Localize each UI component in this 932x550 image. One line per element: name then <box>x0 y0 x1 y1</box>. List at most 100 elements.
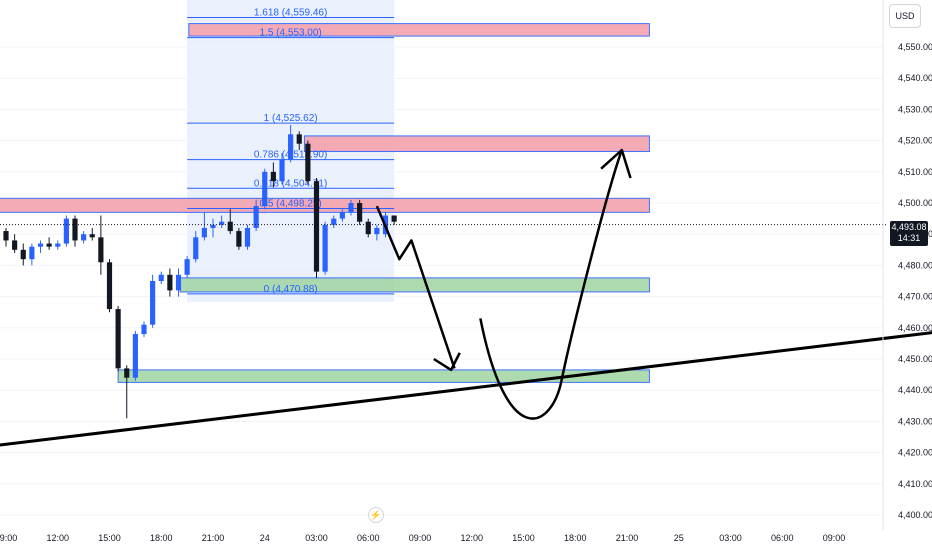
candle-body <box>391 215 397 222</box>
x-tick-label: 06:00 <box>357 533 380 543</box>
candle-body <box>296 134 302 144</box>
x-tick-label: 09:00 <box>409 533 432 543</box>
y-tick-label: 4,460.00 <box>898 323 932 333</box>
arrow-head-up <box>600 148 632 179</box>
x-tick-label: 03:00 <box>719 533 742 543</box>
candle-body <box>244 227 251 247</box>
candle-body <box>219 221 225 225</box>
y-tick-label: 4,510.00 <box>898 167 932 177</box>
candle-body <box>150 281 156 325</box>
support-zone <box>117 369 650 383</box>
lightning-icon[interactable]: ⚡ <box>368 507 384 523</box>
candle-body <box>313 181 320 272</box>
arrow-head-down <box>433 352 461 372</box>
candle-body <box>167 274 173 291</box>
x-tick-label: 25 <box>674 533 684 543</box>
last-price-tag: 4,493.08 14:31 <box>890 221 928 246</box>
projection-up-curve <box>479 149 624 420</box>
support-zone <box>179 277 650 293</box>
candle-body <box>331 218 337 225</box>
candle-body <box>115 309 121 369</box>
candle-body <box>20 249 26 260</box>
y-tick-label: 4,450.00 <box>898 354 932 364</box>
candle-body <box>348 203 354 213</box>
resistance-zone <box>0 197 650 213</box>
candle-body <box>55 243 61 247</box>
fib-level-label: 1.5 (4,553.00) <box>259 28 321 39</box>
x-tick-label: 21:00 <box>202 533 225 543</box>
x-tick-label: 09:00 <box>0 533 17 543</box>
candle-body <box>322 224 328 272</box>
candle-body <box>374 227 380 235</box>
candle-body <box>98 237 104 263</box>
candle-body <box>262 171 268 207</box>
x-tick-label: 15:00 <box>98 533 121 543</box>
fib-level-label: 1.618 (4,559.46) <box>254 7 327 18</box>
candle-body <box>46 243 52 247</box>
bar-countdown: 14:31 <box>897 233 921 243</box>
trendline <box>0 331 932 447</box>
candle-body <box>175 274 182 291</box>
zones <box>0 23 650 383</box>
y-tick-label: 4,500.00 <box>898 198 932 208</box>
fib-level-label: 0 (4,470.88) <box>264 284 318 295</box>
candle-body <box>227 221 233 232</box>
candle-body <box>357 203 363 222</box>
candle-body <box>3 231 9 241</box>
fib-level-label: 1 (4,525.62) <box>264 113 318 124</box>
candle-body <box>210 224 216 228</box>
last-price-value: 4,493.08 <box>891 222 927 232</box>
x-tick-label: 21:00 <box>616 533 639 543</box>
y-tick-label: 4,530.00 <box>898 104 932 114</box>
y-tick-label: 4,430.00 <box>898 416 932 426</box>
candle-body <box>201 227 207 238</box>
fib-level-label: 0.618 (4,504.71) <box>254 178 327 189</box>
candle-body <box>339 212 345 219</box>
candle-body <box>279 159 285 182</box>
candle-body <box>141 324 147 335</box>
y-tick-label: 4,410.00 <box>898 479 932 489</box>
candles <box>3 125 397 419</box>
candle-body <box>89 234 95 238</box>
y-tick-label: 4,550.00 <box>898 42 932 52</box>
candle-body <box>288 134 294 160</box>
x-tick-label: 15:00 <box>512 533 535 543</box>
candle-body <box>106 262 113 310</box>
fib-level-label: 0.5 (4,498.25) <box>259 198 321 209</box>
candle-body <box>12 240 18 250</box>
candle-body <box>253 206 259 228</box>
candle-body <box>193 237 199 260</box>
x-tick-label: 18:00 <box>564 533 587 543</box>
y-tick-label: 4,470.00 <box>898 292 932 302</box>
candle-body <box>72 218 78 241</box>
projection-down-arrow <box>375 205 456 369</box>
drawings[interactable] <box>0 148 932 447</box>
currency-selector[interactable]: USD <box>889 4 921 28</box>
y-tick-label: 4,400.00 <box>898 510 932 520</box>
x-tick-label: 24 <box>260 533 270 543</box>
x-tick-label: 18:00 <box>150 533 173 543</box>
y-tick-label: 4,540.00 <box>898 73 932 83</box>
x-tick-label: 06:00 <box>771 533 794 543</box>
y-tick-label: 4,520.00 <box>898 136 932 146</box>
candle-body <box>81 234 87 241</box>
candle-body <box>184 259 190 275</box>
x-tick-label: 12:00 <box>46 533 69 543</box>
resistance-zone <box>303 135 650 153</box>
x-tick-label: 12:00 <box>460 533 483 543</box>
candle-body <box>37 243 44 247</box>
candle-body <box>365 221 371 235</box>
candle-body <box>158 274 164 281</box>
candle-body <box>132 334 138 378</box>
candle-body <box>124 368 130 378</box>
x-tick-label: 03:00 <box>305 533 328 543</box>
y-tick-label: 4,480.00 <box>898 260 932 270</box>
candle-body <box>29 246 35 260</box>
candle-body <box>63 218 69 244</box>
y-tick-label: 4,420.00 <box>898 448 932 458</box>
candle-body <box>270 171 276 182</box>
resistance-zone <box>188 23 650 37</box>
candle-body <box>236 231 242 247</box>
